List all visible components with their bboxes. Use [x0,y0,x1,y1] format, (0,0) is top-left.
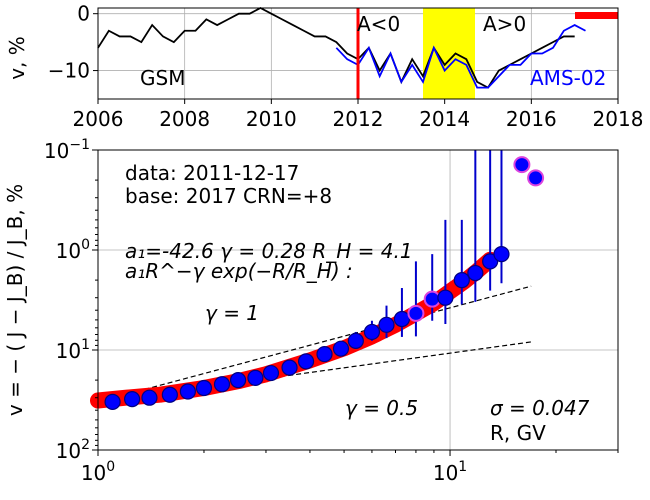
data-point [527,169,545,187]
annotation-gsm: GSM [140,66,185,90]
bottom-panel: 100 101 10−1 100 101 102 v = − ( J − J_B) / J… [3,137,619,485]
text-sigma: σ = 0.047 [490,396,590,420]
bottom-axes-frame [97,149,619,451]
data-point [363,323,381,341]
bottom-ytick-label: 101 [56,337,90,363]
top-ylabel: v, % [5,36,29,80]
text-gamma-05: γ = 0.5 [345,396,418,420]
data-point [297,353,315,370]
bottom-xtick-label: 100 [81,459,115,485]
top-xtick-label: 2016 [506,107,557,131]
gamma-1-reference-line [97,285,532,403]
series-line-gsm [97,6,575,89]
top-xtick-label: 2012 [333,107,384,131]
data-point [104,393,121,410]
data-point [316,346,333,363]
bottom-ytick-label: 100 [56,237,90,263]
text-data-date: data: 2011-12-17 [125,161,299,185]
data-point [513,156,531,174]
top-ytick-label: −10 [48,59,90,83]
data-point [407,304,425,322]
bottom-ytick-label: 10−1 [44,137,90,163]
data-point [124,391,141,408]
bottom-points [104,156,545,410]
text-fit-params: a₁=-42.6 γ = 0.28 R_H = 4.1 [125,239,413,263]
top-ticks: 2006 2008 2010 2012 2014 2016 2018 0 −10 [48,2,644,131]
data-point [141,389,158,406]
text-base: base: 2017 CRN=+8 [125,184,332,208]
data-point [347,332,364,349]
text-gamma-1: γ = 1 [205,301,259,325]
top-xtick-label: 2010 [246,107,297,131]
data-point [493,246,510,263]
data-point [262,364,280,382]
data-point [378,316,395,333]
bottom-ylabel: v = − ( J − J_B) / J_B, % [3,184,27,416]
series-line-ams-02 [335,24,586,89]
annotation-a-positive: A>0 [483,12,526,36]
annotation-a-negative: A<0 [357,12,400,36]
data-point [332,340,350,357]
data-point [467,264,484,282]
data-point [393,310,411,328]
data-point [247,369,264,386]
data-point [179,383,196,400]
data-point [453,272,470,289]
bottom-xlabel: R, GV [490,421,546,445]
top-ytick-label: 0 [77,2,90,26]
bottom-xtick-label: 101 [433,459,467,485]
data-point [281,359,298,376]
bottom-reference-lines [97,285,532,403]
top-xtick-label: 2014 [419,107,470,131]
data-point [213,376,231,393]
data-point [437,289,454,306]
text-fit-formula: a₁R^−γ exp(−R/R_H) : [125,259,353,283]
data-point [229,372,247,389]
data-point [482,253,499,270]
data-point [161,386,178,403]
top-xtick-label: 2018 [593,107,644,131]
annotation-ams02: AMS-02 [530,66,606,90]
top-xtick-label: 2008 [159,107,210,131]
bottom-ytick-label: 102 [56,437,90,463]
data-point [195,379,213,397]
red-legend-swatch [575,12,618,19]
top-xtick-label: 2006 [73,107,124,131]
top-series [97,6,618,99]
top-panel: 2006 2008 2010 2012 2014 2016 2018 0 −10 v, % A<… [5,2,643,131]
